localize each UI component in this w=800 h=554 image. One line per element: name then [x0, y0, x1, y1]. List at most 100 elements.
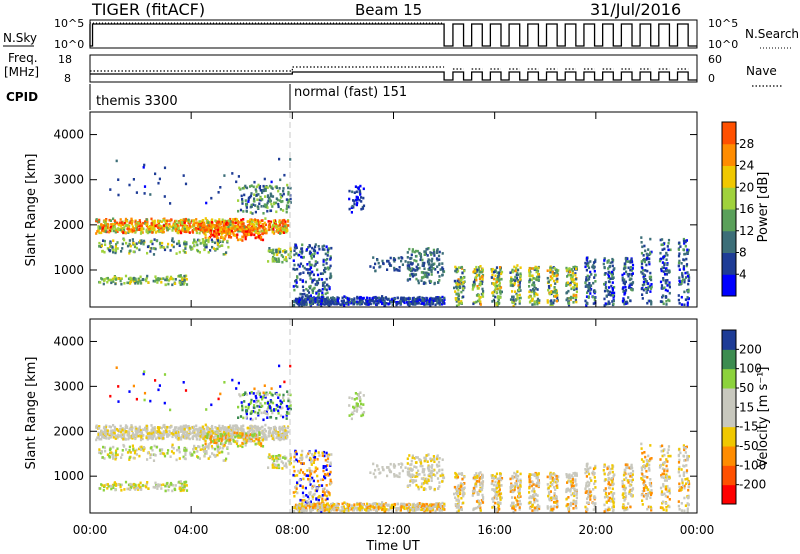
heatmap-cell — [685, 276, 688, 279]
heatmap-cell — [686, 275, 690, 278]
heatmap-cell — [210, 225, 213, 229]
heatmap-cell — [95, 232, 98, 235]
heatmap-cell — [162, 224, 166, 228]
heatmap-cell — [685, 257, 688, 261]
heatmap-cell — [295, 246, 298, 249]
heatmap-cell — [185, 426, 188, 429]
heatmap-cell — [625, 270, 628, 274]
heatmap-cell — [436, 302, 439, 305]
heatmap-cell — [158, 242, 162, 246]
heatmap-cell — [282, 222, 285, 225]
heatmap-cell — [498, 273, 501, 277]
heatmap-cell — [114, 245, 117, 248]
heatmap-cell — [348, 301, 352, 304]
heatmap-cell — [204, 233, 207, 236]
heatmap-cell — [308, 268, 312, 271]
heatmap-cell — [125, 430, 128, 433]
heatmap-cell — [210, 445, 213, 448]
heatmap-cell — [665, 303, 668, 306]
heatmap-cell — [640, 251, 644, 255]
heatmap-cell — [214, 219, 217, 223]
heatmap-cell — [222, 224, 226, 228]
heatmap-cell — [678, 279, 681, 283]
heatmap-cell — [295, 279, 298, 282]
heatmap-cell — [114, 451, 117, 455]
heatmap-cell — [398, 269, 401, 272]
heatmap-cell — [432, 299, 435, 303]
heatmap-cell — [574, 272, 577, 275]
heatmap-cell — [551, 290, 554, 294]
heatmap-cell — [535, 269, 538, 272]
heatmap-cell — [271, 257, 274, 261]
heatmap-cell — [645, 280, 648, 283]
heatmap-cell — [133, 451, 137, 455]
heatmap-cell — [138, 248, 141, 252]
heatmap-cell — [131, 230, 134, 234]
heatmap-cell — [105, 277, 108, 280]
heatmap-cell — [193, 434, 196, 437]
heatmap-cell — [184, 430, 187, 433]
heatmap-cell — [225, 227, 228, 231]
heatmap-cell — [481, 269, 484, 272]
heatmap-cell — [511, 270, 514, 274]
heatmap-cell — [430, 268, 433, 272]
heatmap-cell — [437, 297, 440, 300]
heatmap-cell — [166, 426, 169, 429]
heatmap-cell — [184, 217, 187, 221]
heatmap-cell — [309, 250, 312, 254]
heatmap-cell — [227, 425, 230, 429]
heatmap-cell — [389, 263, 392, 267]
heatmap-cell — [546, 301, 549, 304]
heatmap-cell — [166, 452, 169, 455]
heatmap-cell — [306, 289, 310, 292]
heatmap-cell — [351, 190, 354, 194]
heatmap-cell — [237, 229, 240, 233]
heatmap-cell — [422, 302, 425, 306]
colorbar-segment — [722, 274, 736, 297]
heatmap-cell — [132, 456, 135, 460]
heatmap-cell — [283, 258, 286, 261]
heatmap-cell — [313, 249, 317, 253]
heatmap-cell — [685, 263, 689, 266]
heatmap-cell — [272, 221, 275, 224]
heatmap-cell — [145, 429, 148, 433]
heatmap-cell — [313, 248, 316, 251]
heatmap-cell — [131, 426, 134, 430]
colorbar-segment — [722, 187, 736, 210]
heatmap-cell — [381, 295, 384, 298]
heatmap-cell — [242, 218, 245, 221]
heatmap-cell — [299, 278, 302, 281]
heatmap-cell — [98, 437, 101, 441]
heatmap-cell — [103, 228, 107, 231]
heatmap-cell — [279, 438, 282, 442]
heatmap-cell — [110, 223, 113, 226]
heatmap-cell — [150, 434, 153, 438]
heatmap-cell — [141, 447, 144, 450]
heatmap-cell — [216, 435, 219, 438]
heatmap-cell — [296, 275, 299, 278]
heatmap-cell — [116, 453, 119, 457]
heatmap-cell — [253, 429, 256, 433]
heatmap-cell — [421, 261, 424, 265]
heatmap-cell — [273, 253, 276, 256]
heatmap-cell — [225, 427, 228, 431]
heatmap-cell — [606, 290, 610, 293]
heatmap-cell — [626, 301, 629, 305]
heatmap-cell — [169, 202, 172, 205]
heatmap-cell — [144, 222, 147, 225]
heatmap-cell — [681, 275, 684, 279]
heatmap-cell — [428, 279, 431, 283]
heatmap-cell — [211, 430, 214, 433]
heatmap-cell — [125, 241, 128, 245]
heatmap-cell — [611, 277, 614, 280]
heatmap-cell — [136, 486, 140, 490]
heatmap-cell — [533, 289, 536, 292]
heatmap-cell — [115, 484, 118, 487]
heatmap-cell — [159, 246, 162, 249]
heatmap-cell — [141, 231, 144, 234]
heatmap-cell — [236, 439, 239, 443]
heatmap-cell — [111, 227, 114, 230]
heatmap-cell — [189, 432, 192, 436]
heatmap-cell — [185, 489, 189, 492]
heatmap-cell — [515, 276, 519, 280]
